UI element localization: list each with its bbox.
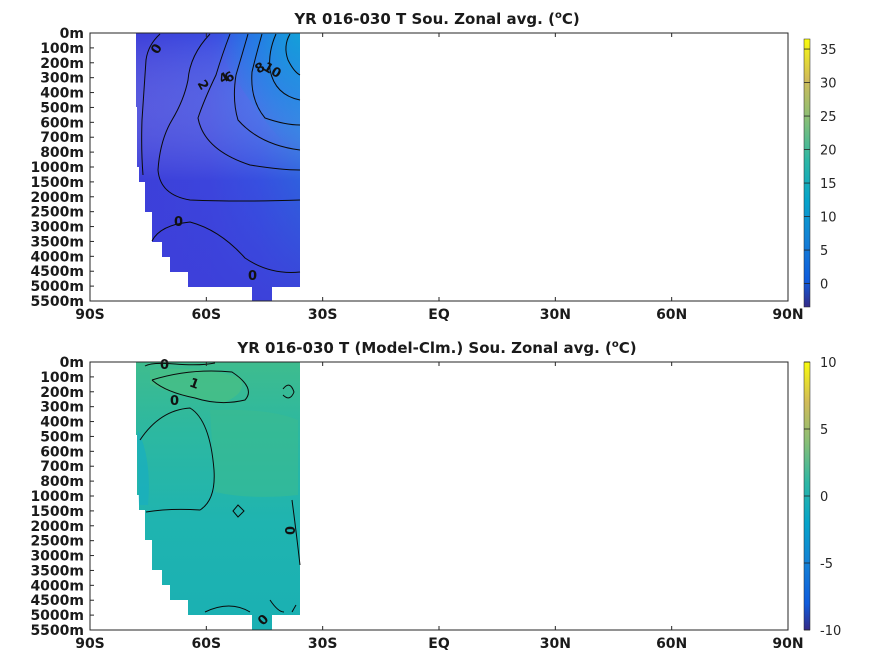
panel-temperature: YR 016-030 T Sou. Zonal avg. (oC) 0 2 4 …: [30, 10, 836, 323]
panel-temperature-anomaly: YR 016-030 T (Model-Clm.) Sou. Zonal avg…: [30, 339, 841, 652]
y-tick-label: 1000m: [30, 160, 84, 176]
colorbar-tick-label: -5: [820, 557, 833, 572]
x-tick-label: 60S: [192, 636, 222, 652]
x-tick-label: EQ: [428, 307, 450, 323]
x-tick-label: 90N: [772, 636, 803, 652]
colorbar-tick-label: 30: [820, 77, 837, 92]
y-tick-label: 4500m: [30, 593, 84, 609]
contour-lines: [139, 362, 301, 613]
colorbar-tick-label: 10: [820, 356, 837, 371]
colorbar-tick-label: 25: [820, 110, 837, 125]
colorbar-tick-label: 15: [820, 177, 837, 192]
y-tick-label: 0m: [60, 355, 84, 371]
y-tick-label: 5000m: [30, 608, 84, 624]
chart-title: YR 016-030 T (Model-Clm.) Sou. Zonal avg…: [236, 339, 636, 357]
colorbar-tick-label: 10: [820, 211, 837, 226]
x-tick-labels: 90S 60S 30S EQ 30N 60N 90N: [75, 362, 804, 652]
x-tick-label: 90S: [75, 636, 105, 652]
y-tick-labels: 0m100m200m300m400m500m600m700m800m1000m1…: [30, 26, 94, 310]
y-tick-label: 3500m: [30, 563, 84, 579]
svg-text:0: 0: [170, 394, 179, 409]
y-tick-label: 5000m: [30, 279, 84, 295]
colorbar-tick-label: 20: [820, 144, 837, 159]
colorbar-tick-labels: 10 5 0 -5 -10: [804, 356, 841, 639]
y-tick-label: 600m: [40, 444, 84, 460]
colorbar-tick-label: 0: [820, 490, 828, 505]
y-tick-label: 100m: [40, 370, 84, 386]
y-tick-label: 4000m: [30, 578, 84, 594]
x-tick-labels: 90S 60S 30S EQ 30N 60N 90N: [75, 33, 804, 323]
y-tick-label: 2000m: [30, 190, 84, 206]
y-tick-label: 3500m: [30, 234, 84, 250]
x-tick-label: 30S: [308, 307, 338, 323]
y-tick-label: 2000m: [30, 519, 84, 535]
temperature-field: [136, 33, 300, 301]
x-tick-label: 30N: [540, 636, 571, 652]
y-tick-label: 200m: [40, 56, 84, 72]
y-tick-label: 2500m: [30, 534, 84, 550]
x-tick-label: 30N: [540, 307, 571, 323]
y-tick-label: 200m: [40, 385, 84, 401]
colorbar: [803, 38, 811, 308]
y-tick-label: 3000m: [30, 220, 84, 236]
chart-title: YR 016-030 T Sou. Zonal avg. (oC): [293, 10, 579, 28]
x-tick-label: EQ: [428, 636, 450, 652]
colorbar-tick-label: -10: [820, 624, 841, 639]
anomaly-field: [136, 362, 300, 630]
y-tick-label: 400m: [40, 86, 84, 102]
svg-text:0: 0: [174, 215, 183, 230]
x-tick-label: 60N: [656, 636, 687, 652]
y-tick-label: 500m: [40, 429, 84, 445]
y-tick-label: 800m: [40, 145, 84, 161]
y-tick-label: 100m: [40, 41, 84, 57]
y-tick-label: 800m: [40, 474, 84, 490]
y-tick-label: 700m: [40, 130, 84, 146]
y-tick-label: 500m: [40, 100, 84, 116]
y-tick-label: 400m: [40, 415, 84, 431]
y-tick-label: 4500m: [30, 264, 84, 280]
colorbar-tick-labels: 35 30 25 20 15 10 5 0: [804, 43, 837, 293]
y-tick-label: 600m: [40, 115, 84, 131]
colorbar-tick-label: 5: [820, 244, 828, 259]
svg-text:0: 0: [248, 269, 257, 284]
colorbar-tick-label: 35: [820, 43, 837, 58]
y-tick-label: 0m: [60, 26, 84, 42]
y-tick-label: 700m: [40, 459, 84, 475]
y-tick-label: 5500m: [30, 294, 84, 310]
colorbar-tick-label: 5: [820, 423, 828, 438]
x-tick-label: 60N: [656, 307, 687, 323]
y-tick-labels: 0m100m200m300m400m500m600m700m800m1000m1…: [30, 355, 94, 639]
svg-text:0: 0: [160, 358, 169, 373]
x-tick-label: 90S: [75, 307, 105, 323]
y-tick-label: 5500m: [30, 623, 84, 639]
svg-text:0: 0: [281, 526, 296, 535]
colorbar-tick-label: 0: [820, 278, 828, 293]
y-tick-label: 1500m: [30, 175, 84, 191]
y-tick-label: 1000m: [30, 489, 84, 505]
y-tick-label: 4000m: [30, 249, 84, 265]
y-tick-label: 2500m: [30, 205, 84, 221]
contour-lines: [141, 33, 301, 273]
x-tick-label: 60S: [192, 307, 222, 323]
x-tick-label: 30S: [308, 636, 338, 652]
y-tick-label: 300m: [40, 400, 84, 416]
x-tick-label: 90N: [772, 307, 803, 323]
y-tick-label: 1500m: [30, 504, 84, 520]
y-tick-label: 300m: [40, 71, 84, 87]
y-tick-label: 3000m: [30, 549, 84, 565]
